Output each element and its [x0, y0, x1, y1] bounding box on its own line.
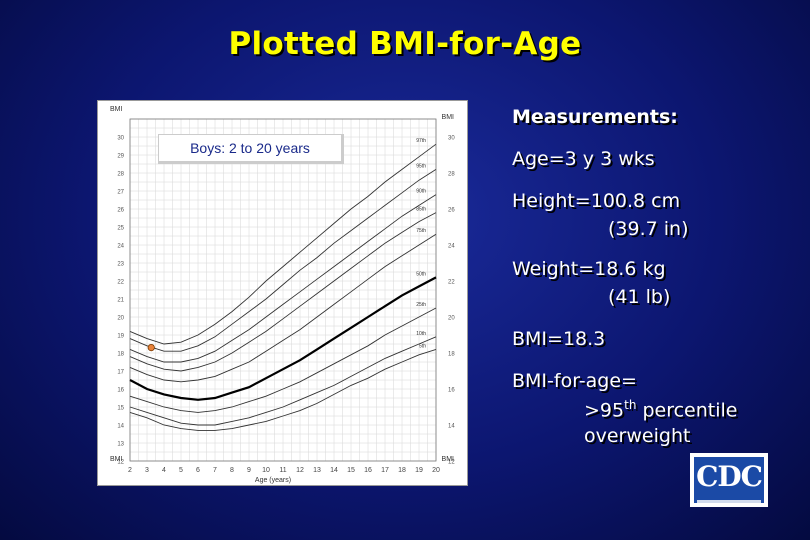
- percentile-label-95th: 95th: [416, 163, 426, 169]
- x-tick-label: 9: [247, 467, 251, 474]
- bmi-for-age-label: BMI-for-age=: [512, 370, 637, 392]
- y-tick-label-left: 29: [117, 154, 124, 160]
- weight-status: overweight: [584, 425, 691, 447]
- percentile-word: percentile: [636, 399, 738, 422]
- x-tick-label: 20: [432, 467, 440, 474]
- height-measurement: Height=100.8 cm: [512, 190, 681, 212]
- age-measurement: Age=3 y 3 wks: [512, 148, 655, 170]
- y-tick-label-right: 26: [448, 208, 455, 214]
- percentile-label-97th: 97th: [416, 138, 426, 144]
- y-tick-label-right: 22: [448, 280, 455, 286]
- percentile-label-85th: 85th: [416, 207, 426, 213]
- cdc-logo-text: CDC: [694, 457, 764, 503]
- y-tick-label-left: 23: [117, 262, 124, 268]
- percentile-label-25th: 25th: [416, 302, 426, 308]
- percentile-curve-5th: [129, 348, 437, 431]
- percentile-curve-85th: [129, 212, 437, 372]
- percentile-label-50th: 50th: [416, 271, 426, 277]
- bmi-measurement: BMI=18.3: [512, 328, 606, 350]
- weight-pounds: (41 lb): [608, 286, 671, 308]
- percentile-label-75th: 75th: [416, 228, 426, 234]
- y-tick-label-left: 12: [117, 460, 124, 466]
- x-axis-label: Age (years): [255, 477, 291, 484]
- plot-frame: [129, 118, 437, 462]
- y-tick-label-right: 12: [448, 460, 455, 466]
- y-tick-label-left: 26: [117, 208, 124, 214]
- x-tick-label: 7: [213, 467, 217, 474]
- percentile-label-5th: 5th: [419, 343, 426, 349]
- percentile-ordinal: th: [624, 398, 637, 412]
- height-inches: (39.7 in): [608, 218, 689, 240]
- x-tick-label: 14: [330, 467, 338, 474]
- y-tick-label-left: 18: [117, 352, 124, 358]
- y-tick-label-left: 19: [117, 334, 124, 340]
- weight-measurement: Weight=18.6 kg: [512, 258, 666, 280]
- x-tick-label: 18: [398, 467, 406, 474]
- y-axis-label-bottom-right: BMI: [442, 456, 455, 463]
- x-tick-label: 8: [230, 467, 234, 474]
- cdc-logo-strip: [697, 500, 761, 503]
- percentile-curve-50th: [129, 276, 437, 401]
- y-tick-label-left: 16: [117, 388, 124, 394]
- x-tick-label: 11: [279, 467, 286, 474]
- x-tick-label: 10: [262, 467, 270, 474]
- percentile-curve-95th: [129, 169, 437, 352]
- y-tick-label-left: 14: [117, 424, 124, 430]
- bmi-growth-chart: 2 3 4 5 6 7 8 9 10 11 12 13 14 15 16 17 18 19 20 12 13 14 15 16…: [97, 100, 468, 486]
- y-tick-label-left: 27: [117, 190, 124, 196]
- percentile-result: >95th percentile: [584, 398, 737, 421]
- x-tick-label: 12: [296, 467, 304, 474]
- y-tick-label-left: 30: [117, 136, 124, 142]
- chart-subtitle: Boys: 2 to 20 years: [158, 134, 344, 164]
- x-tick-label: 4: [162, 467, 166, 474]
- percentile-curve-90th: [129, 194, 437, 363]
- x-tick-label: 13: [313, 467, 321, 474]
- y-tick-label-right: 14: [448, 424, 455, 430]
- cdc-logo: CDC: [690, 453, 768, 507]
- y-tick-label-left: 25: [117, 226, 124, 232]
- y-axis-label-top-left: BMI: [110, 106, 123, 113]
- percentile-curve-25th: [129, 307, 437, 413]
- percentile-label-90th: 90th: [416, 189, 426, 195]
- x-tick-label: 2: [128, 467, 132, 474]
- chart-svg: 2 3 4 5 6 7 8 9 10 11 12 13 14 15 16 17 18 19 201213141516…: [110, 106, 455, 484]
- y-tick-label-left: 20: [117, 316, 124, 322]
- percentile-value: >95: [584, 399, 625, 422]
- x-tick-label: 3: [145, 467, 149, 474]
- x-tick-label: 6: [196, 467, 200, 474]
- measurements-heading: Measurements:: [512, 106, 678, 128]
- y-axis-label-top-right: BMI: [442, 114, 455, 121]
- y-tick-label-left: 17: [117, 370, 124, 376]
- x-tick-label: 5: [179, 467, 183, 474]
- y-tick-label-right: 16: [448, 388, 455, 394]
- plotted-bmi-point: [147, 344, 155, 352]
- page-title: Plotted BMI-for-Age: [228, 26, 582, 62]
- y-tick-label-right: 24: [448, 244, 455, 250]
- y-tick-label-left: 24: [117, 244, 124, 250]
- x-tick-label: 19: [415, 467, 423, 474]
- y-tick-label-right: 18: [448, 352, 455, 358]
- percentile-curve-75th: [129, 233, 437, 383]
- y-tick-label-right: 28: [448, 172, 455, 178]
- y-tick-label-left: 15: [117, 406, 124, 412]
- y-tick-label-left: 21: [117, 298, 124, 304]
- percentile-label-10th: 10th: [416, 331, 426, 337]
- y-tick-label-left: 13: [117, 442, 124, 448]
- x-tick-label: 16: [364, 467, 372, 474]
- y-tick-label-right: 20: [448, 316, 455, 322]
- y-axis-label-bottom-left: BMI: [110, 456, 123, 463]
- x-tick-label: 15: [347, 467, 355, 474]
- y-tick-label-left: 28: [117, 172, 124, 178]
- percentile-curve-10th: [129, 336, 437, 426]
- y-tick-label-left: 22: [117, 280, 124, 286]
- percentile-curve-97th: [129, 143, 437, 345]
- x-tick-label: 17: [381, 467, 389, 474]
- y-tick-label-right: 30: [448, 136, 455, 142]
